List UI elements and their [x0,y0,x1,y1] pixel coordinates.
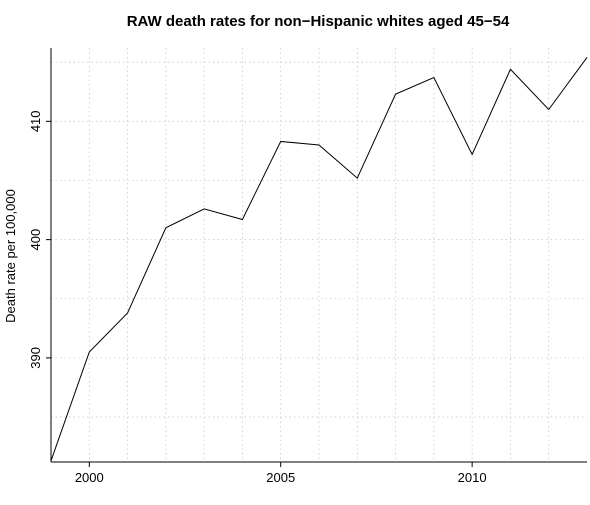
axes [50,48,587,463]
y-tick-label: 400 [28,229,43,251]
x-tick-label: 2010 [458,470,487,485]
chart-title: RAW death rates for non−Hispanic whites … [127,13,510,30]
y-tick-label: 390 [28,347,43,369]
tick-marks [46,120,473,467]
grid-lines [51,48,587,462]
x-tick-label: 2005 [266,470,295,485]
tick-labels: 390 400 410 2000 2005 2010 [28,110,487,485]
y-axis-label: Death rate per 100,000 [3,189,18,323]
data-series [50,57,588,461]
y-tick-label: 410 [28,110,43,132]
series-line [50,57,588,461]
x-tick-label: 2000 [75,470,104,485]
